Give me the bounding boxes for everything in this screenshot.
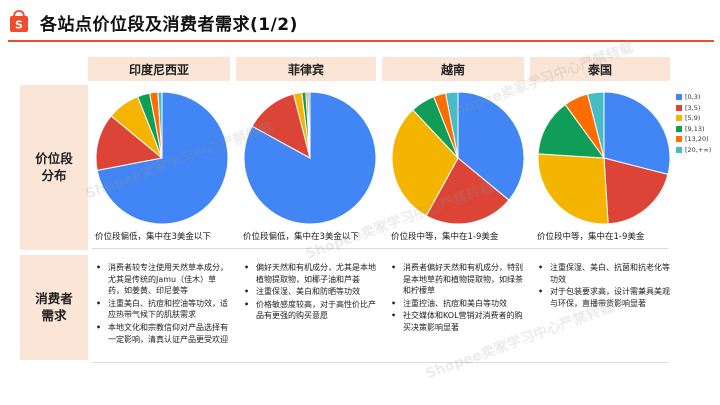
row-label-price-distribution: 价位段 分布: [20, 85, 88, 250]
legend-label: [13,20): [685, 135, 709, 144]
column-header-philippines: 菲律宾: [236, 57, 376, 81]
legend-swatch: [676, 104, 682, 111]
column-header-indonesia: 印度尼西亚: [88, 57, 230, 81]
pie-slice: [537, 103, 606, 159]
legend-entry: [5,9): [676, 113, 711, 124]
chart-legend: [0,3) [3,5) [5,9) [9,13) [13,20) [20,+∞): [676, 92, 711, 155]
list-item: • 消费者较专注使用天然草本成分，尤其是传统的Jamu（佳木）草药，如姜黄、印尼姜…: [96, 263, 228, 296]
pie-slice: [243, 91, 377, 225]
list-item: • 注重美白、抗痘和控油等功效，适应热带气候下的肌肤需求: [96, 298, 228, 320]
legend-label: [3,5): [685, 103, 701, 112]
list-item: • 偏好天然和有机成分，尤其是本地植物提取物，如椰子油和芦荟: [244, 263, 376, 284]
needs-text: 偏好天然和有机成分，尤其是本地植物提取物，如椰子油和芦荟: [256, 263, 376, 284]
list-item: • 消费者偏好天然和有机成分，特别是本地草药和植物提取物，如绿茶和柠檬草: [391, 263, 523, 296]
bottom-divider: [92, 362, 668, 363]
needs-list-philippines: • 偏好天然和有机成分，尤其是本地植物提取物，如椰子油和芦荟 • 注重保湿、美白和防…: [244, 262, 376, 323]
pie-chart-thailand: [537, 91, 671, 225]
row-label-consumer-needs: 消费者 需求: [20, 255, 88, 360]
pie-chart-philippines: [243, 91, 377, 225]
pie-slice: [603, 91, 671, 176]
list-item: • 注重保湿、美白和防晒等功效: [244, 286, 376, 298]
legend-entry: [9,13): [676, 124, 711, 135]
pie-slice: [603, 157, 669, 225]
list-item: • 对于包装要求高，设计需兼具美观与环保，直播带货影响显著: [538, 287, 670, 308]
row-label-consumer-needs-text: 消费者 需求: [35, 290, 73, 323]
list-item: • 价格敏感度较高，对于高性价比产品有更强的购买意愿: [244, 299, 376, 321]
svg-text:S: S: [15, 19, 23, 32]
needs-text: 注重保湿、美白和防晒等功效: [256, 287, 360, 297]
price-summary-philippines: 价位段偏低，集中在3美金以下: [243, 232, 359, 242]
column-header-thailand: 泰国: [530, 57, 670, 81]
column-header-vietnam: 越南: [382, 57, 524, 81]
legend-label: [20,+∞): [685, 145, 712, 154]
needs-list-indonesia: • 消费者较专注使用天然草本成分，尤其是传统的Jamu（佳木）草药，如姜黄、印尼姜…: [96, 262, 230, 346]
legend-swatch: [676, 115, 682, 122]
pie-chart-vietnam: [391, 91, 525, 225]
pie-slice: [445, 91, 459, 159]
needs-text: 注重保湿、美白、抗菌和抗老化等功效: [550, 263, 670, 284]
price-summary-thailand: 价位段中等，集中在1-9美金: [537, 232, 645, 242]
legend-entry: [3,5): [676, 103, 711, 114]
list-item: • 注重保湿、美白、抗菌和抗老化等功效: [538, 263, 670, 284]
legend-swatch: [676, 94, 682, 101]
pie-slice: [391, 109, 459, 217]
pie-slice: [537, 153, 609, 225]
pie-slice: [425, 157, 510, 225]
price-summary-indonesia: 价位段偏低，集中在3美金以下: [95, 232, 211, 242]
needs-text: 社交媒体和KOL营销对消费者的购买决策影响显著: [403, 311, 523, 332]
pie-chart-indonesia: [95, 91, 229, 225]
needs-text: 消费者偏好天然和有机成分，特别是本地草药和植物提取物，如绿茶和柠檬草: [403, 263, 523, 296]
pie-slice: [457, 91, 525, 201]
needs-text: 注重控油、抗痘和美白等功效: [403, 298, 507, 308]
list-item: • 注重控油、抗痘和美白等功效: [391, 298, 525, 310]
needs-text: 对于包装要求高，设计需兼具美观与环保，直播带货影响显著: [550, 287, 670, 308]
legend-swatch: [676, 125, 682, 132]
needs-text: 注重美白、抗痘和控油等功效，适应热带气候下的肌肤需求: [108, 298, 228, 320]
price-summary-vietnam: 价位段中等，集中在1-9美金: [391, 232, 499, 242]
legend-label: [9,13): [685, 124, 705, 133]
title-underline: [8, 40, 714, 42]
legend-swatch: [676, 146, 682, 153]
pie-slice: [586, 91, 605, 159]
needs-list-vietnam: • 消费者偏好天然和有机成分，特别是本地草药和植物提取物，如绿茶和柠檬草 • 注重控…: [391, 262, 525, 335]
needs-text: 价格敏感度较高，对于高性价比产品有更强的购买意愿: [256, 299, 376, 321]
row-divider: [92, 248, 668, 249]
legend-entry: [0,3): [676, 92, 711, 103]
pie-slice: [157, 91, 163, 159]
legend-entry: [20,+∞): [676, 145, 711, 156]
legend-label: [0,3): [685, 93, 701, 102]
shopee-bag-icon: S: [10, 10, 28, 32]
needs-text: 消费者较专注使用天然草本成分，尤其是传统的Jamu（佳木）草药，如姜黄、印尼姜等: [108, 263, 228, 296]
list-item: • 本地文化和宗教信仰对产品选择有一定影响，清真认证产品更受欢迎: [96, 322, 228, 344]
pie-slice: [307, 91, 311, 159]
page-title: 各站点价位段及消费者需求(1/2): [40, 15, 298, 35]
needs-text: 本地文化和宗教信仰对产品选择有一定影响，清真认证产品更受欢迎: [108, 322, 228, 344]
pie-slice: [95, 115, 164, 171]
legend-label: [5,9): [685, 114, 701, 123]
list-item: • 社交媒体和KOL营销对消费者的购买决策影响显著: [391, 310, 525, 333]
row-label-price-distribution-text: 价位段 分布: [35, 150, 73, 183]
legend-swatch: [676, 136, 682, 143]
needs-list-thailand: • 注重保湿、美白、抗菌和抗老化等功效 • 对于包装要求高，设计需兼具美观与环保，直…: [538, 262, 670, 310]
legend-entry: [13,20): [676, 134, 711, 145]
